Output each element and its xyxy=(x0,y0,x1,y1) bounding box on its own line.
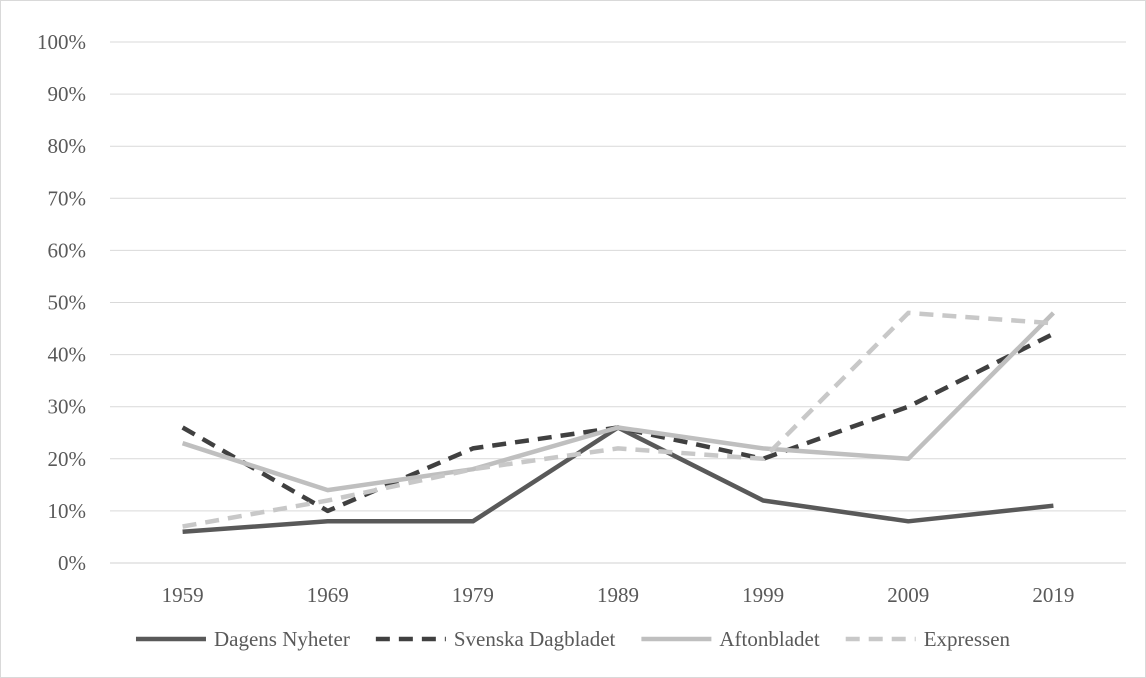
x-tick-label: 1989 xyxy=(597,583,639,607)
x-tick-label: 2019 xyxy=(1032,583,1074,607)
x-tick-label: 1959 xyxy=(162,583,204,607)
legend-item: Aftonbladet xyxy=(641,627,820,651)
x-tick-label: 1969 xyxy=(307,583,349,607)
x-tick-label: 1999 xyxy=(742,583,784,607)
x-tick-label: 2009 xyxy=(887,583,929,607)
y-tick-label: 90% xyxy=(48,82,87,106)
y-axis-ticks: 0% 10% 20% 30% 40% 50% 60% 70% 80% 90% 100% xyxy=(37,30,86,575)
legend-label: Aftonbladet xyxy=(719,627,819,651)
legend-label: Expressen xyxy=(924,627,1011,651)
legend-label: Dagens Nyheter xyxy=(214,627,350,651)
series-lines xyxy=(181,310,1055,534)
series-line-expressen xyxy=(182,310,1054,529)
legend-item: Dagens Nyheter xyxy=(135,627,350,651)
y-tick-label: 80% xyxy=(48,134,87,158)
series-line-aftonbladet xyxy=(181,311,1055,493)
y-tick-label: 10% xyxy=(48,499,87,523)
y-tick-label: 50% xyxy=(48,291,87,315)
y-tick-label: 60% xyxy=(48,238,87,262)
y-tick-label: 100% xyxy=(37,30,86,54)
legend: Dagens Nyheter Svenska Dagbladet Aftonblad… xyxy=(135,627,1011,651)
x-axis-ticks: 1959 1969 1979 1989 1999 2009 2019 xyxy=(162,583,1075,607)
y-tick-label: 0% xyxy=(58,551,86,575)
gridlines xyxy=(110,41,1126,512)
y-tick-label: 30% xyxy=(48,395,87,419)
y-tick-label: 70% xyxy=(48,186,87,210)
legend-label: Svenska Dagbladet xyxy=(454,627,616,651)
y-tick-label: 40% xyxy=(48,343,87,367)
legend-item: Svenska Dagbladet xyxy=(375,627,616,651)
y-tick-label: 20% xyxy=(48,447,87,471)
x-tick-label: 1979 xyxy=(452,583,494,607)
legend-item: Expressen xyxy=(845,627,1011,651)
